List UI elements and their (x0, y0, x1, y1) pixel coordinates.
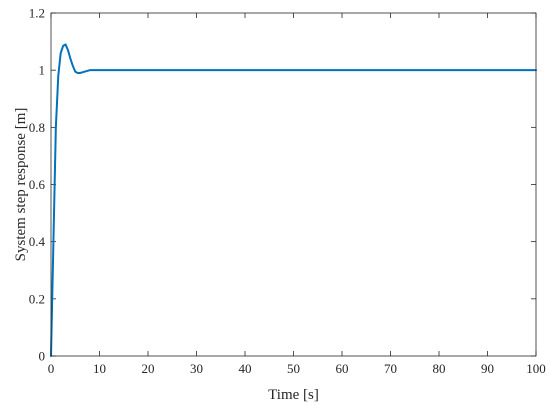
y-tick-label: 1 (39, 63, 46, 78)
x-tick-label: 70 (384, 361, 397, 376)
series-line (50, 43, 537, 357)
x-tick-label: 100 (526, 361, 546, 376)
series-layer (50, 43, 537, 357)
ticks-layer: 0 10 20 30 40 50 60 70 80 90 100 0 0.2 0.4 0.6 0.8 1 1.2 (29, 6, 546, 377)
x-tick-label: 60 (336, 361, 349, 376)
y-axis-label: System step response [m] (13, 108, 29, 262)
x-tick-label: 50 (287, 361, 300, 376)
x-tick-label: 30 (190, 361, 203, 376)
x-tick-label: 80 (433, 361, 446, 376)
x-tick-label: 90 (481, 361, 494, 376)
y-tick-label: 0.4 (29, 234, 46, 249)
y-tick-label: 0.8 (29, 120, 45, 135)
y-tick-label: 1.2 (29, 6, 45, 21)
y-tick-label: 0.6 (29, 177, 46, 192)
y-tick-label: 0.2 (29, 291, 45, 306)
x-tick-label: 40 (239, 361, 252, 376)
y-tick-label: 0 (39, 349, 46, 364)
x-tick-label: 20 (142, 361, 155, 376)
x-tick-label: 10 (93, 361, 106, 376)
x-tick-label: 0 (48, 361, 55, 376)
plot-frame (50, 12, 537, 357)
x-axis-label: Time [s] (268, 387, 319, 403)
